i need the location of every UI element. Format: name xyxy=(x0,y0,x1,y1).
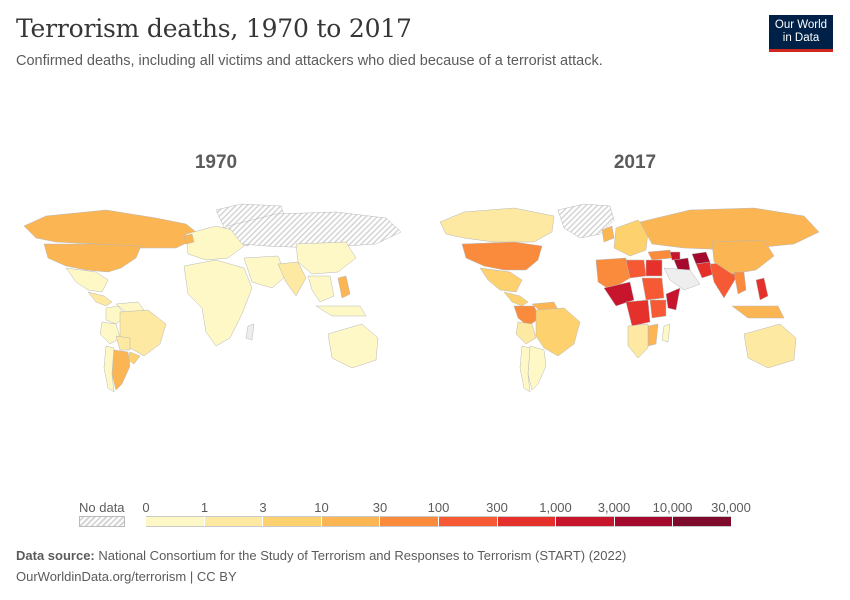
owid-logo[interactable]: Our World in Data xyxy=(769,15,833,52)
russia-region xyxy=(227,211,402,249)
turkey-region xyxy=(647,249,673,261)
uruguay-region xyxy=(127,351,141,365)
mexico-region xyxy=(479,267,523,293)
peru-region xyxy=(515,321,537,345)
legend-tick-label: 30 xyxy=(372,500,388,515)
canada-region xyxy=(23,209,202,249)
legend-bin xyxy=(204,516,264,527)
chile-region xyxy=(103,345,115,393)
drc-region xyxy=(625,299,651,327)
somalia-region xyxy=(665,287,681,311)
china-region xyxy=(711,239,775,275)
legend-no-data-swatch xyxy=(79,516,125,527)
legend-tick-label: 100 xyxy=(427,500,450,515)
philippines-region xyxy=(755,277,769,301)
australia-region xyxy=(327,323,379,369)
mexico-region xyxy=(65,267,109,293)
legend-tick-label: 10,000 xyxy=(652,500,693,515)
madagascar-region xyxy=(245,323,255,341)
footer-separator: | xyxy=(189,569,197,584)
africa-region xyxy=(183,259,253,347)
egypt-region xyxy=(645,259,663,277)
map-title-2017: 2017 xyxy=(613,152,657,173)
philippines-region xyxy=(337,275,351,299)
data-source-label: Data source: xyxy=(16,548,95,563)
chart-subtitle: Confirmed deaths, including all victims … xyxy=(16,53,603,69)
chile-region xyxy=(519,345,531,393)
legend-tick-label: 30,000 xyxy=(711,500,751,515)
central-america-region xyxy=(503,291,529,307)
southern-africa-region xyxy=(627,323,649,359)
europe-region xyxy=(185,225,245,261)
world-map-1970 xyxy=(23,203,402,393)
sudan-region xyxy=(641,277,665,301)
footer-links: OurWorldinData.org/terrorism | CC BY xyxy=(16,569,237,584)
mozambique-region xyxy=(647,323,659,347)
brazil-region xyxy=(535,307,581,357)
madagascar-region xyxy=(661,323,671,343)
legend-tick-label: 3 xyxy=(259,500,267,515)
greenland-region xyxy=(557,203,615,239)
legend-tick-label: 3,000 xyxy=(597,500,631,515)
data-source: Data source: National Consortium for the… xyxy=(16,548,626,563)
colombia-region xyxy=(513,305,541,327)
legend-tick-label: 0 xyxy=(142,500,150,515)
northern-ireland-region xyxy=(183,233,195,245)
peru-region xyxy=(99,321,121,345)
legend-tick-label: 1,000 xyxy=(539,500,572,515)
middle-east-region xyxy=(663,267,701,291)
europe-region xyxy=(613,219,649,257)
license-link[interactable]: CC BY xyxy=(196,569,237,584)
legend-bin xyxy=(673,516,731,527)
nigeria-region xyxy=(603,281,635,307)
legend-bin xyxy=(380,516,439,527)
world-map-2017 xyxy=(439,203,820,393)
iraq-region xyxy=(673,257,691,271)
map-title-1970: 1970 xyxy=(194,152,238,173)
legend-color-bar xyxy=(146,516,731,527)
chart-title: Terrorism deaths, 1970 to 2017 xyxy=(16,14,412,43)
legend-tick-label: 300 xyxy=(486,500,508,515)
argentina-region xyxy=(527,345,547,391)
north-africa-region xyxy=(595,257,631,291)
canada-region xyxy=(439,207,555,243)
legend-bin xyxy=(614,516,674,527)
logo-line-1: Our World xyxy=(774,19,828,31)
indonesia-region xyxy=(315,305,367,317)
uk-region xyxy=(601,225,615,243)
australia-region xyxy=(743,323,797,369)
kenya-region xyxy=(649,299,667,319)
legend-tick-label: 1 xyxy=(200,500,209,515)
data-source-text: National Consortium for the Study of Ter… xyxy=(98,548,627,563)
syria-region xyxy=(669,251,681,261)
legend-bin xyxy=(438,516,498,527)
source-url-link[interactable]: OurWorldinData.org/terrorism xyxy=(16,569,187,584)
southeast-asia-region xyxy=(307,275,335,303)
legend-tick-label: 10 xyxy=(314,500,329,515)
north-america-region xyxy=(43,243,142,273)
legend-bin xyxy=(263,516,322,527)
legend-bin xyxy=(556,516,615,527)
usa-region xyxy=(461,241,543,271)
central-america-region xyxy=(87,291,113,307)
legend-bin xyxy=(146,516,205,527)
middle-east-region xyxy=(243,255,287,289)
bolivia-region xyxy=(115,335,131,351)
logo-line-2: in Data xyxy=(782,32,820,44)
myanmar-region xyxy=(733,271,747,295)
indonesia-region xyxy=(731,305,785,319)
legend-bin xyxy=(497,516,557,527)
legend-bin xyxy=(321,516,381,527)
china-region xyxy=(295,241,357,275)
india-region xyxy=(277,261,307,297)
legend-no-data-label: No data xyxy=(79,500,125,515)
russia-region xyxy=(639,207,820,251)
argentina-region xyxy=(111,349,131,391)
